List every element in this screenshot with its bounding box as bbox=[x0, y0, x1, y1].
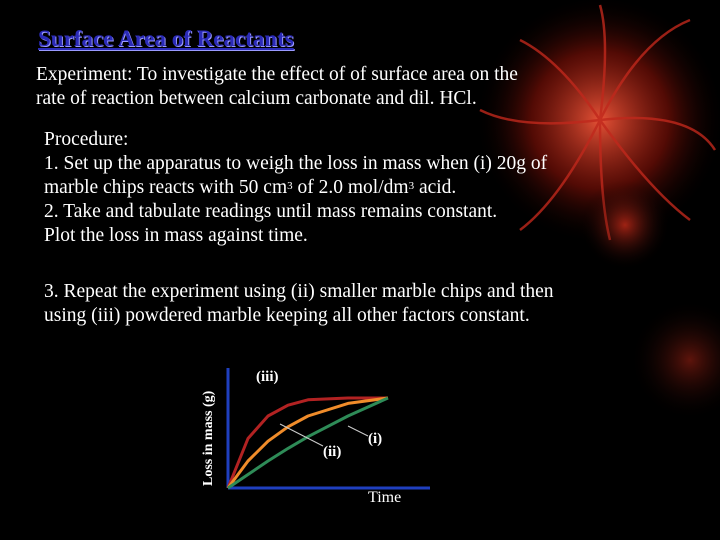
y-axis-label: Loss in mass (g) bbox=[201, 390, 216, 486]
step1-text-c: acid. bbox=[414, 177, 457, 198]
step1-text-a: marble chips reacts with 50 cm bbox=[44, 177, 288, 198]
experiment-line: Experiment: To investigate the effect of… bbox=[36, 64, 518, 85]
procedure-text: Procedure: 1. Set up the apparatus to we… bbox=[44, 128, 547, 248]
loss-in-mass-chart: (iii) (ii) (i) Time Loss in mass (g) bbox=[201, 368, 430, 506]
page-title: Surface Area of Reactants bbox=[38, 26, 294, 51]
procedure-heading: Procedure: bbox=[44, 129, 129, 150]
firework-small bbox=[580, 180, 720, 420]
x-axis-label: Time bbox=[368, 489, 401, 506]
series-line-1 bbox=[226, 396, 388, 489]
procedure-step2-cont: Plot the loss in mass against time. bbox=[44, 225, 308, 246]
annotation-iii: (iii) bbox=[256, 369, 279, 385]
firework-large bbox=[475, 0, 720, 245]
series-line-2 bbox=[226, 396, 389, 489]
superscript-3: 3 bbox=[408, 180, 415, 192]
procedure-step3-line: using (iii) powdered marble keeping all … bbox=[44, 305, 530, 326]
procedure-step1-cont: marble chips reacts with 50 cm3 of 2.0 m… bbox=[44, 176, 547, 200]
step1-text-b: of 2.0 mol/dm bbox=[292, 177, 409, 198]
superscript-3: 3 bbox=[287, 180, 293, 192]
annotation-ii: (ii) bbox=[323, 444, 341, 460]
experiment-text: Experiment: To investigate the effect of… bbox=[36, 63, 518, 111]
pointer-line-ii bbox=[279, 423, 324, 447]
procedure-step1: 1. Set up the apparatus to weigh the los… bbox=[44, 153, 548, 174]
experiment-line: rate of reaction between calcium carbona… bbox=[36, 88, 477, 109]
procedure-step2: 2. Take and tabulate readings until mass… bbox=[44, 201, 498, 222]
pointer-line-i bbox=[347, 425, 369, 437]
procedure-step3-line: 3. Repeat the experiment using (ii) smal… bbox=[44, 281, 554, 302]
procedure-step3: 3. Repeat the experiment using (ii) smal… bbox=[44, 280, 554, 328]
annotation-i: (i) bbox=[368, 431, 382, 447]
series-line-3 bbox=[227, 396, 389, 490]
